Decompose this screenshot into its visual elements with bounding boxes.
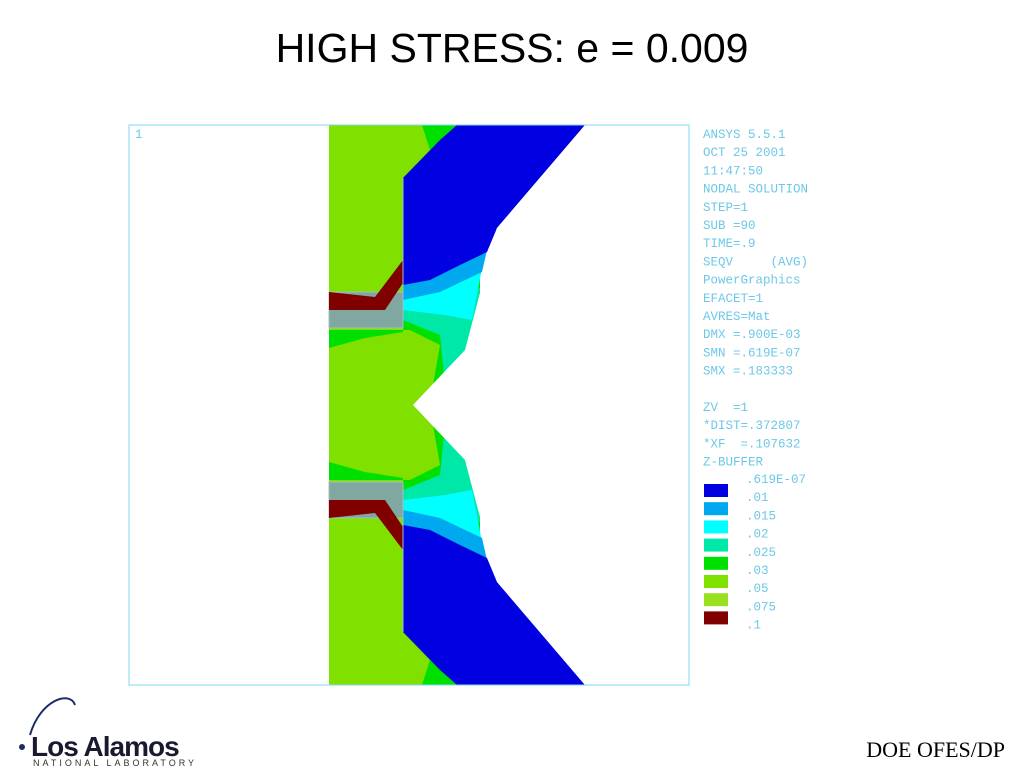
legend-label: .619E-07	[746, 473, 806, 487]
legend-label: .05	[746, 582, 769, 596]
logo-dot	[19, 744, 25, 750]
logo: Los Alamos NATIONAL LABORATORY	[19, 697, 197, 768]
info-line: SUB =90	[703, 219, 756, 233]
legend-label: .025	[746, 546, 776, 560]
legend-swatch	[704, 502, 728, 516]
contour-half	[328, 125, 689, 405]
window-number: 1	[135, 128, 143, 142]
region	[413, 125, 689, 405]
info-line: STEP=1	[703, 201, 748, 215]
logo-subtext: NATIONAL LABORATORY	[33, 758, 197, 768]
legend-swatch	[704, 575, 728, 588]
info-line: PowerGraphics	[703, 274, 801, 288]
info-line: SEQV (AVG)	[703, 255, 808, 269]
info-line: SMN =.619E-07	[703, 346, 801, 360]
region	[329, 260, 403, 310]
info-line: 11:47:50	[703, 164, 763, 178]
legend-swatch	[704, 538, 728, 552]
legend-swatch	[704, 520, 728, 534]
legend-label: .015	[746, 509, 776, 523]
info-line: NODAL SOLUTION	[703, 183, 808, 197]
legend-swatch	[704, 611, 728, 625]
legend-swatch	[704, 484, 728, 497]
view-line: *XF =.107632	[703, 437, 801, 451]
contour-half-mirror	[328, 404, 690, 686]
info-line: SMX =.183333	[703, 365, 793, 379]
info-line: EFACET=1	[703, 292, 763, 306]
view-line: Z-BUFFER	[703, 456, 764, 470]
plot-border	[128, 124, 690, 686]
logo-swoosh	[29, 697, 76, 736]
slide-title: HIGH STRESS: e = 0.009	[276, 25, 749, 71]
logo-text: Los Alamos	[31, 731, 179, 762]
info-block: ANSYS 5.5.1 OCT 25 2001 11:47:50 NODAL SOLU…	[703, 128, 808, 633]
footer-program: DOE OFES/DP	[866, 737, 1005, 762]
legend-swatch	[704, 593, 728, 607]
legend-label: .01	[746, 491, 769, 505]
info-line: OCT 25 2001	[703, 146, 786, 160]
legend-swatch	[704, 556, 728, 570]
region	[403, 125, 585, 285]
legend-label: .1	[746, 619, 761, 633]
legend-label: .02	[746, 528, 769, 542]
info-line: TIME=.9	[703, 237, 756, 251]
legend-label: .075	[746, 600, 776, 614]
region	[403, 250, 487, 300]
view-line: ZV =1	[703, 401, 748, 415]
info-line: AVRES=Mat	[703, 310, 771, 324]
view-line: *DIST=.372807	[703, 419, 801, 433]
legend-label: .03	[746, 564, 769, 578]
contour-plot: 1	[128, 124, 690, 686]
info-line: ANSYS 5.5.1	[703, 128, 786, 142]
info-line: DMX =.900E-03	[703, 328, 801, 342]
